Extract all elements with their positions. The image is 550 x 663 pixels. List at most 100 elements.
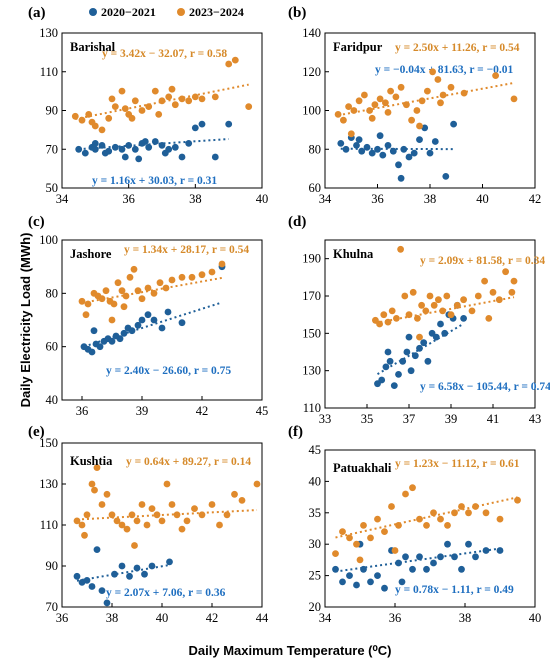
x-tick-label: 38 xyxy=(189,192,202,206)
data-point xyxy=(374,515,381,523)
trend-equation: y = 2.50x + 11.26, r = 0.54 xyxy=(395,42,520,54)
data-point xyxy=(401,292,409,300)
data-point xyxy=(443,292,451,300)
data-point xyxy=(108,511,116,519)
trend-equation: y = 6.58x − 105.44, r = 0.74 xyxy=(420,381,550,393)
data-point xyxy=(423,522,430,529)
data-point xyxy=(430,509,437,517)
data-point xyxy=(130,265,138,273)
data-point xyxy=(430,301,438,309)
data-point xyxy=(93,546,101,553)
data-point xyxy=(141,570,148,578)
x-tick-label: 40 xyxy=(529,611,542,625)
data-point xyxy=(84,300,92,308)
data-point xyxy=(133,564,141,572)
city-label: Khulna xyxy=(333,247,374,261)
x-tick-label: 45 xyxy=(256,404,269,418)
y-tick-label: 45 xyxy=(309,443,322,457)
x-tick-label: 40 xyxy=(156,611,169,625)
data-point xyxy=(400,145,408,153)
data-point xyxy=(88,583,96,590)
data-point xyxy=(113,517,121,525)
y-tick-label: 50 xyxy=(46,181,59,195)
y-tick-label: 60 xyxy=(46,340,59,354)
trend-line xyxy=(83,301,223,348)
x-tick-label: 40 xyxy=(256,192,269,206)
data-point xyxy=(88,118,96,126)
data-point xyxy=(102,287,110,295)
data-point xyxy=(126,273,134,281)
data-point xyxy=(399,357,407,365)
data-point xyxy=(128,114,136,122)
data-point xyxy=(458,503,465,510)
data-point xyxy=(108,95,116,103)
data-point xyxy=(188,273,196,281)
data-point xyxy=(381,528,388,535)
y-tick-label: 60 xyxy=(309,181,322,195)
data-point xyxy=(368,114,376,122)
data-point xyxy=(145,103,153,110)
x-tick-label: 39 xyxy=(445,412,458,426)
x-tick-label: 42 xyxy=(206,611,219,625)
plot-frame xyxy=(61,239,263,401)
data-point xyxy=(158,324,166,332)
y-tick-label: 70 xyxy=(46,142,59,156)
data-point xyxy=(481,277,488,285)
data-point xyxy=(144,311,152,319)
trend-equation: y = 3.42x − 32.07, r = 0.58 xyxy=(102,48,227,60)
trend-equation: y = 1.34x + 28.17, r = 0.54 xyxy=(124,244,249,256)
data-point xyxy=(376,132,384,140)
data-point xyxy=(178,273,186,281)
data-point xyxy=(460,296,467,304)
data-point xyxy=(397,245,404,253)
data-point xyxy=(161,149,169,157)
data-point xyxy=(444,540,451,548)
data-point xyxy=(382,99,389,107)
data-point xyxy=(474,292,482,300)
data-point xyxy=(158,517,166,525)
data-point xyxy=(148,562,156,570)
data-point xyxy=(168,276,176,284)
data-point xyxy=(111,103,119,110)
legend-marker-2023-2024 xyxy=(177,8,185,16)
data-point xyxy=(376,95,384,103)
data-point xyxy=(437,515,444,523)
panel-letter: (a) xyxy=(28,5,46,21)
data-point xyxy=(392,93,400,101)
trend-line xyxy=(375,296,515,324)
data-point xyxy=(101,149,109,157)
y-tick-label: 35 xyxy=(309,506,322,520)
x-tick-label: 38 xyxy=(459,611,472,625)
data-point xyxy=(423,565,430,573)
data-point xyxy=(431,138,439,145)
data-point xyxy=(346,572,353,579)
y-tick-label: 130 xyxy=(39,26,58,40)
series-2020-2021 xyxy=(337,120,457,182)
panel-6: 34 36 38 40 20 25 30 35 40 45 y = 0.78x − 1.11, r … xyxy=(288,424,541,625)
data-point xyxy=(83,511,91,519)
data-point xyxy=(465,509,472,517)
x-tick-label: 33 xyxy=(319,412,332,426)
trend-line xyxy=(81,276,223,304)
data-point xyxy=(468,307,476,315)
data-point xyxy=(171,143,179,151)
x-tick-label: 37 xyxy=(403,412,416,426)
data-point xyxy=(426,292,434,300)
data-point xyxy=(98,587,106,594)
data-point xyxy=(88,348,96,356)
x-tick-label: 36 xyxy=(122,192,135,206)
series-2020-2021 xyxy=(75,120,233,163)
trend-line xyxy=(76,564,170,582)
data-point xyxy=(402,490,409,498)
data-point xyxy=(123,525,131,533)
data-point xyxy=(120,303,128,311)
data-point xyxy=(482,509,490,517)
data-point xyxy=(353,142,360,149)
data-point xyxy=(118,287,126,295)
panel-4: 33 35 37 39 41 43 110 130 150 170 190 y = 6.58x − 1… xyxy=(288,214,550,426)
data-point xyxy=(131,542,138,549)
data-point xyxy=(424,87,431,95)
data-point xyxy=(390,382,398,389)
data-point xyxy=(78,521,86,529)
